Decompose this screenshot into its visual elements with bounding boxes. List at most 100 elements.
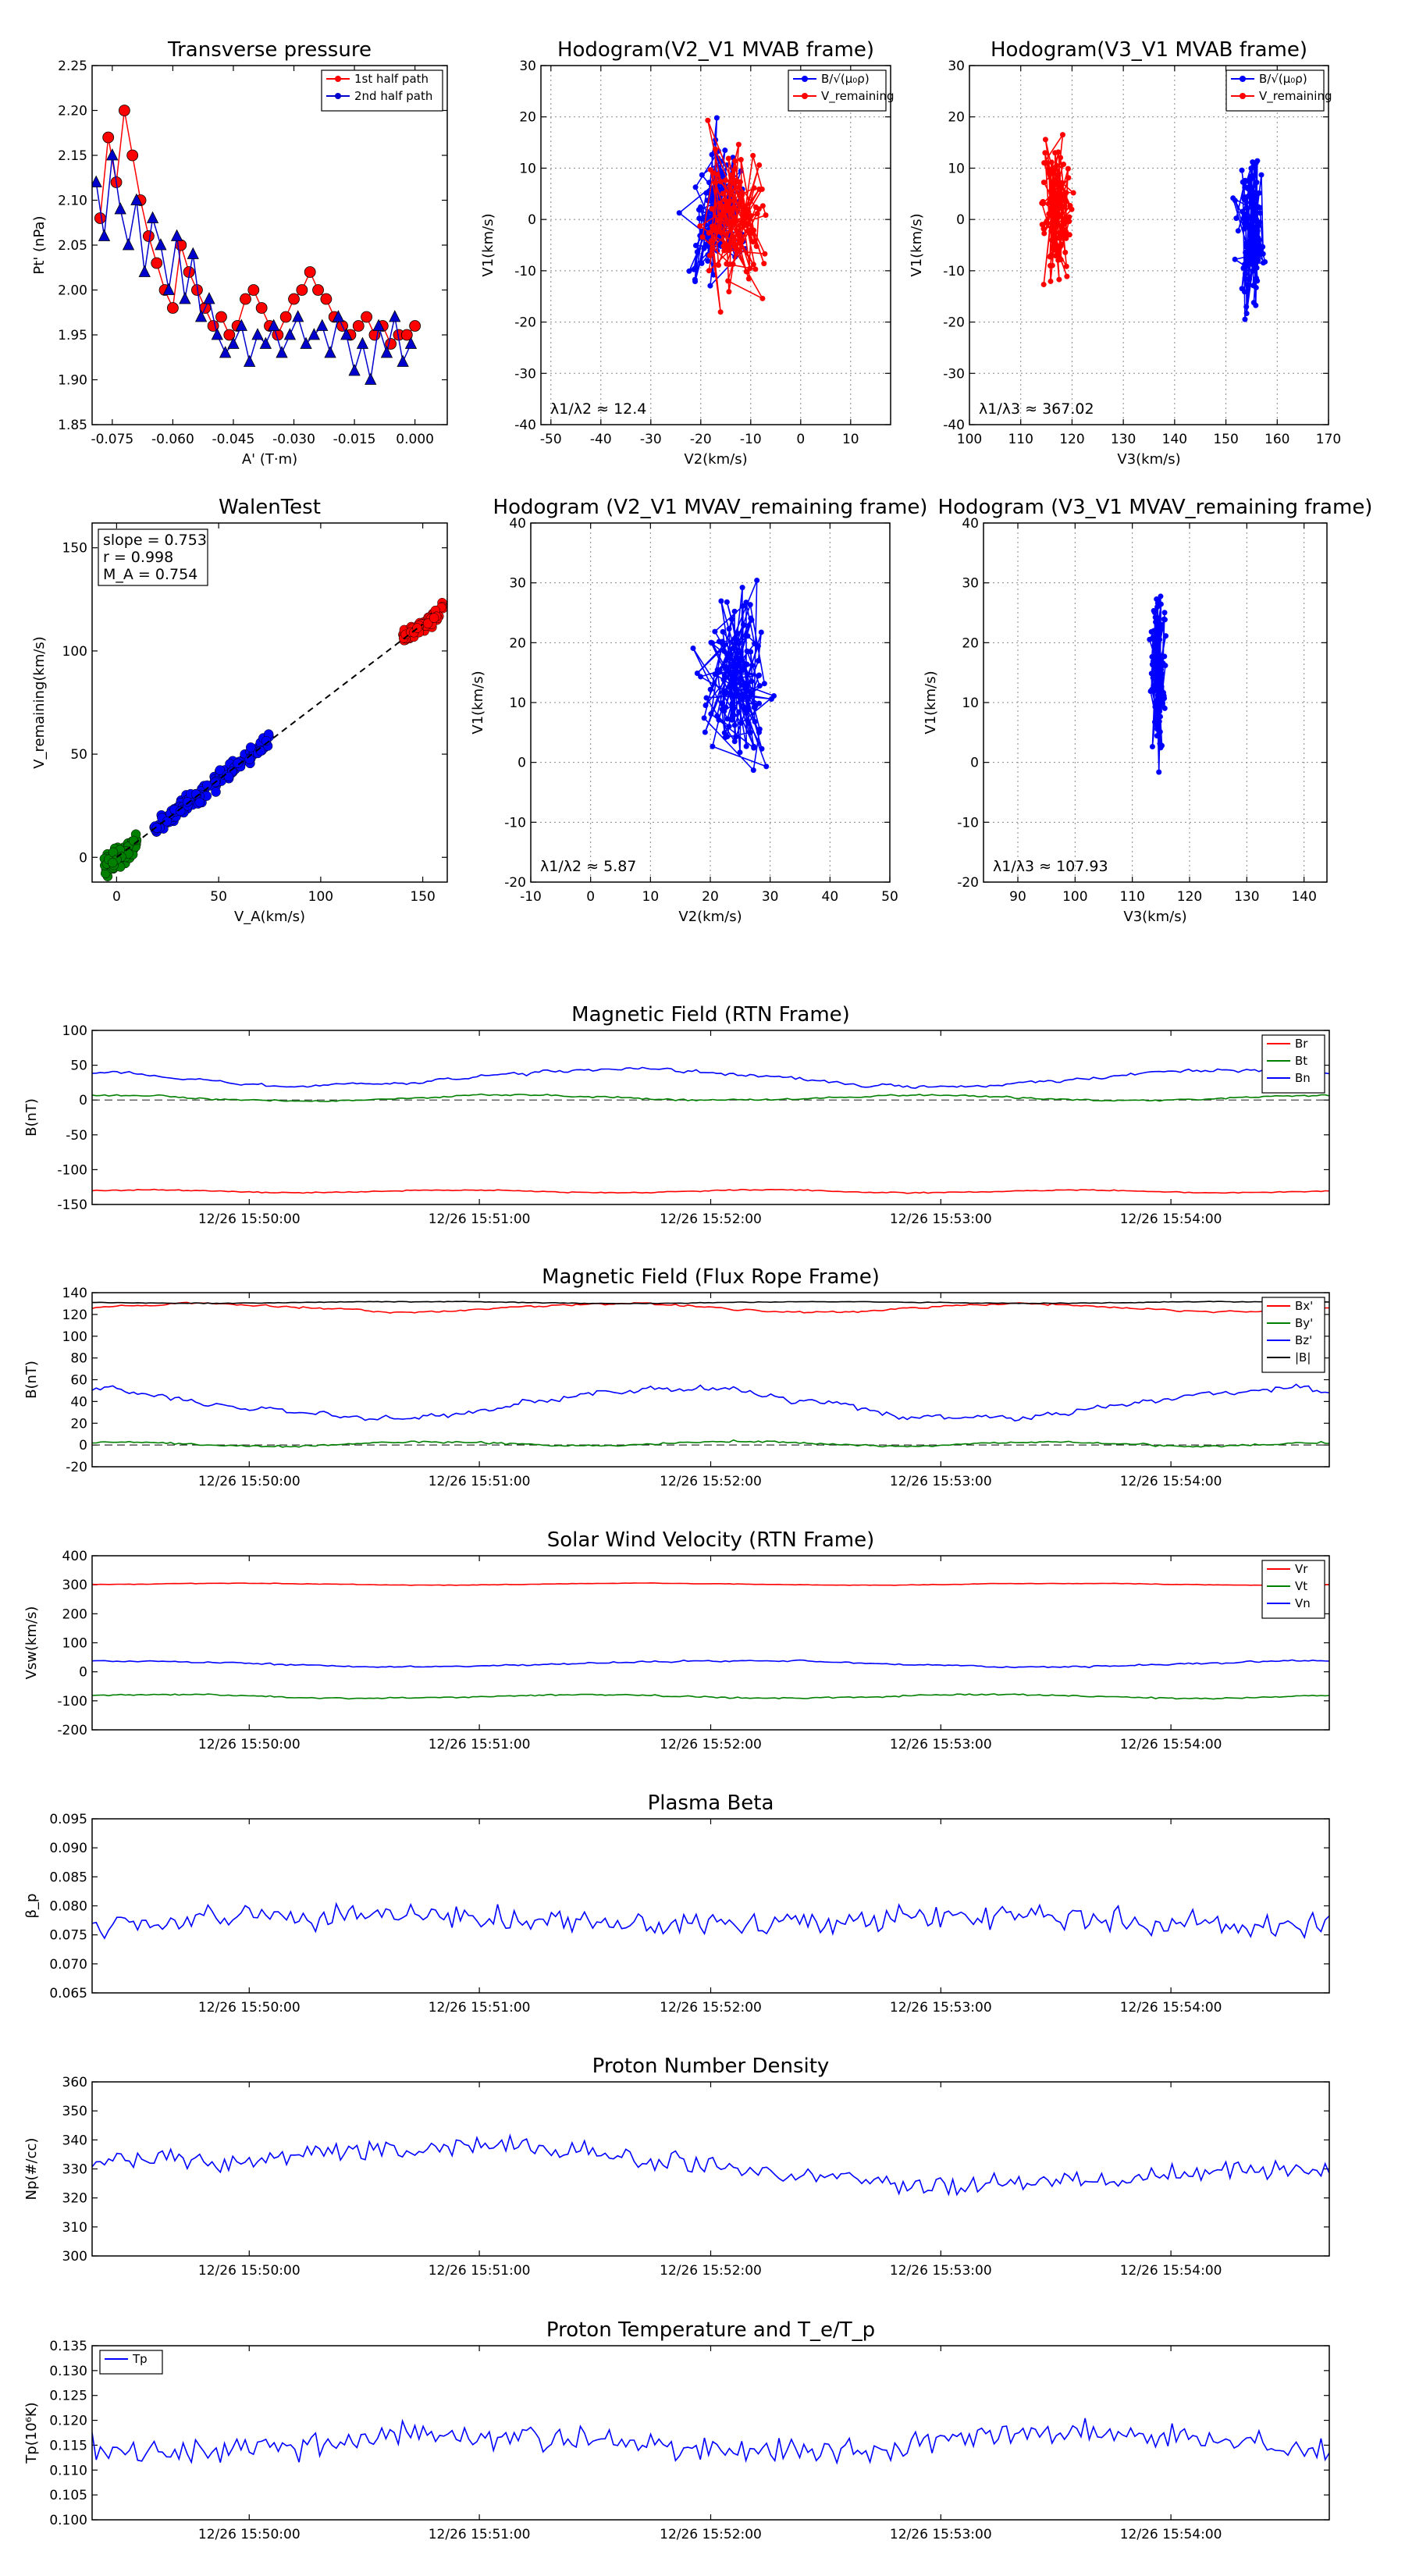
data-point [736,247,742,253]
legend-box [321,69,443,112]
data-point [1242,271,1248,277]
data-point [1248,221,1254,227]
data-point [1249,243,1255,249]
data-point [118,105,130,116]
data-point [1256,190,1262,196]
data-point [1250,249,1256,255]
data-point [98,229,111,241]
panel-ts4: Plasma Beta 0.065 0.070 0.075 0.080 0.085 0.09… [23,1791,1330,2016]
data-point [324,346,336,358]
data-point [1052,253,1058,259]
data-point [1241,289,1247,295]
data-point [720,700,726,706]
data-point [691,266,697,272]
data-point [730,713,736,719]
y-tick-label: -100 [57,1162,87,1178]
data-point [699,260,705,266]
data-point [1254,275,1260,281]
data-point [745,228,752,234]
series-br-line [92,1188,1329,1194]
y-tick-label: 2.05 [58,238,87,254]
data-point [699,234,706,240]
data-point [1063,198,1069,205]
y-axis-label: Pt' (nPa) [31,215,48,274]
series-bx--line [92,1301,1329,1314]
panel-h4: Hodogram (V3_V1 MVAV_remaining frame) -20… [923,496,1372,925]
series-2nd-half-path-line [95,155,412,380]
plot-frame [540,65,891,425]
y-tick-label: 0.100 [49,2513,87,2528]
series--b--line [92,1300,1329,1305]
series-bt-line [92,1093,1329,1102]
stats-box [98,528,208,586]
data-point [92,175,102,187]
data-point [308,328,321,340]
data-point [1151,607,1157,614]
series-bn-line [92,1066,1329,1089]
data-point [722,177,728,183]
data-point [1042,137,1048,143]
data-point [731,675,738,681]
data-point [1250,189,1256,195]
data-point [1156,671,1162,678]
legend: Br Bt Bn [1261,1034,1325,1094]
y-tick-label: 0.080 [49,1899,87,1915]
data-point [724,734,731,740]
data-point [1256,237,1262,243]
data-point [735,692,742,699]
y-tick-label: 0.095 [49,1812,87,1827]
x-tick-label: 140 [1162,432,1187,447]
data-point [223,771,234,782]
data-point [1250,268,1256,274]
data-point [126,149,139,162]
data-point [759,295,766,301]
y-tick-label: 2.15 [58,148,87,164]
plot-frame [983,522,1328,883]
plot-area [1147,593,1169,775]
data-point [211,787,221,797]
data-point [1070,190,1076,196]
data-point [1158,601,1164,607]
data-point [744,648,750,654]
y-tick-label: 0.105 [49,2488,87,2503]
legend-label: Bn [1295,1071,1311,1085]
y-tick-label: -20 [66,1460,87,1475]
data-point [1243,304,1250,310]
data-point [304,266,316,278]
data-point [739,585,745,591]
y-axis-label: β_p [23,1894,40,1919]
data-point [1042,150,1048,156]
y-tick-label: -20 [943,315,965,331]
data-point [702,729,708,735]
data-point [712,671,718,678]
data-point [380,346,393,358]
data-point [709,151,715,158]
y-axis-label: B(nT) [23,1361,40,1399]
y-tick-label: 2.00 [58,283,87,299]
data-point [1058,155,1064,161]
data-point [721,664,727,670]
data-point [731,608,738,614]
x-tick-label: 12/26 15:54:00 [1120,2000,1222,2016]
data-point [748,213,754,219]
data-point [365,372,377,385]
data-point [1160,660,1166,667]
data-point [744,681,750,687]
data-point [725,155,731,162]
data-point [703,695,710,701]
data-point [138,265,151,277]
y-tick-label: 10 [948,161,965,176]
data-point [726,626,732,632]
data-point [727,652,734,658]
y-tick-label: 0 [79,1665,87,1681]
data-point [1058,185,1065,191]
legend-marker [802,93,808,99]
data-point [1040,281,1047,287]
x-tick-label: 100 [308,889,333,905]
y-tick-label: 50 [70,747,87,763]
x-tick-label: 0 [586,889,595,905]
data-point [705,117,711,123]
y-tick-label: -150 [57,1197,87,1213]
data-point [763,212,769,219]
data-point [155,238,167,251]
